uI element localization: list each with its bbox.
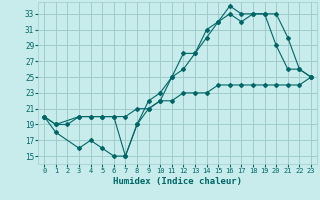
X-axis label: Humidex (Indice chaleur): Humidex (Indice chaleur) xyxy=(113,177,242,186)
